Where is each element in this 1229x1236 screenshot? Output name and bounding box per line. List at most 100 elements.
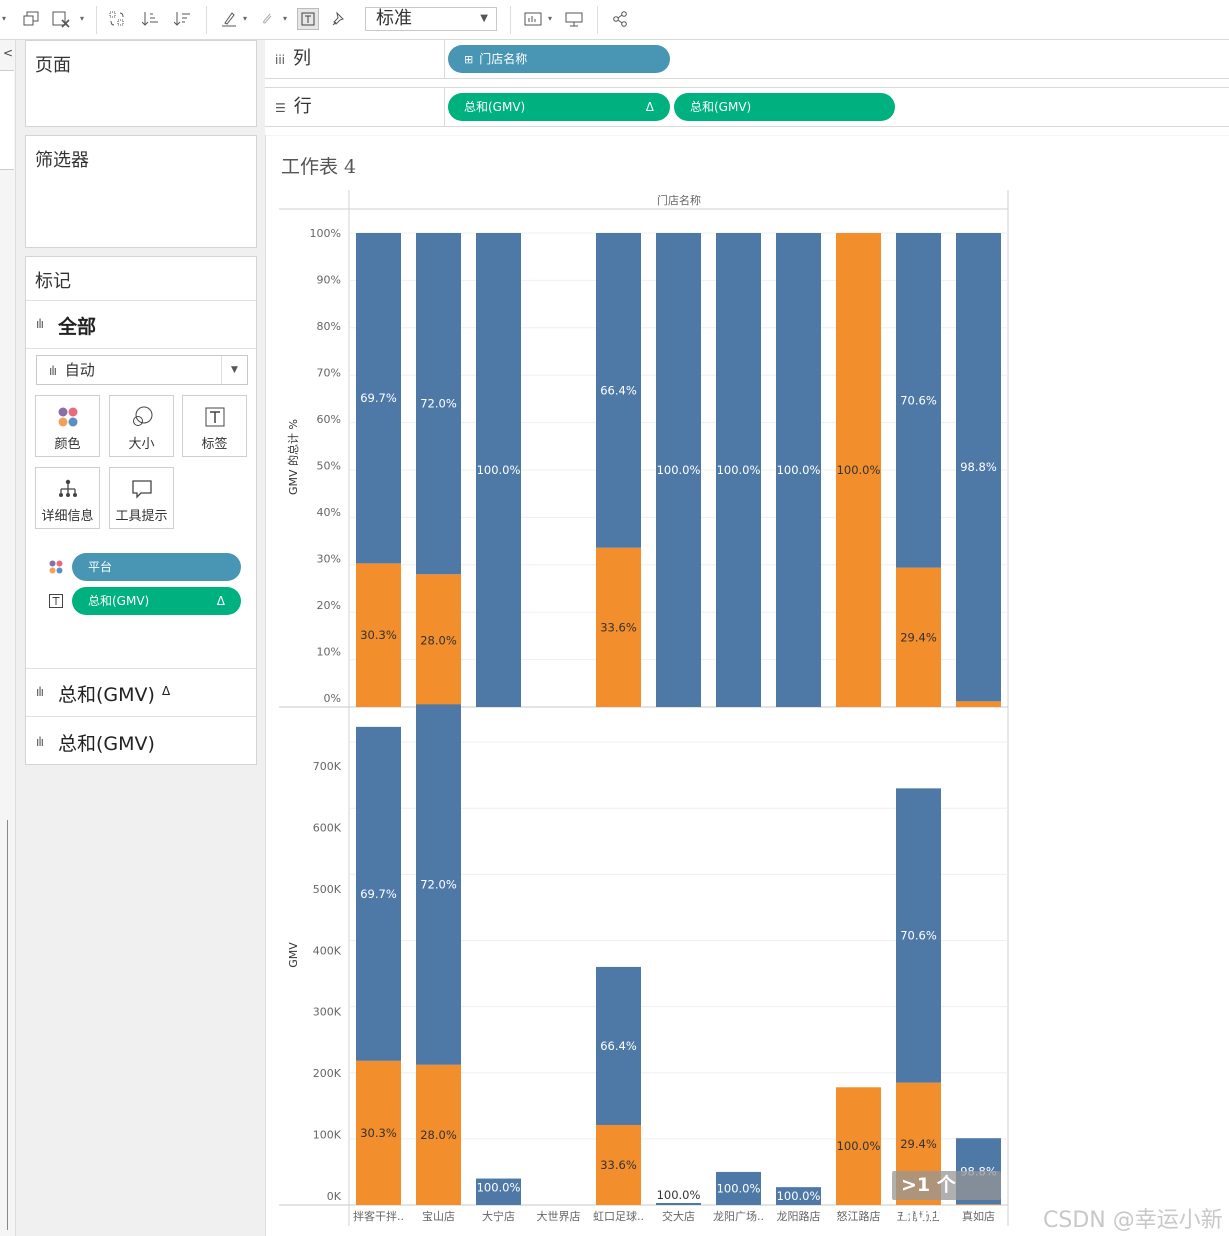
column-header: 门店名称: [657, 193, 701, 207]
sheet-title: 工作表 4: [281, 156, 357, 178]
delta-icon: Δ: [162, 684, 171, 698]
bar-segment[interactable]: [956, 701, 1001, 707]
data-label: 100.0%: [717, 1181, 761, 1195]
bar-segment[interactable]: [656, 1203, 701, 1205]
bar-segment[interactable]: [476, 233, 521, 707]
fit-icon[interactable]: [522, 8, 544, 30]
y-tick-label: 0K: [327, 1190, 342, 1203]
clear-sheet-icon[interactable]: [50, 8, 72, 30]
measure-label: 总和(GMV): [58, 684, 155, 706]
pages-card[interactable]: 页面: [25, 40, 257, 127]
dropdown-caret-icon[interactable]: ▾: [283, 14, 288, 23]
rows-shelf-label: ☰ 行: [265, 88, 445, 126]
bar-segment[interactable]: [596, 1124, 641, 1205]
bar-segment[interactable]: [416, 233, 461, 575]
marks-tab-all[interactable]: ılı 全部: [26, 300, 256, 348]
sort-descending-icon[interactable]: [171, 8, 193, 30]
bar-segment[interactable]: [716, 233, 761, 707]
x-category-label: 龙阳广场..: [713, 1209, 764, 1223]
bar-segment[interactable]: [476, 1178, 521, 1205]
bar-segment[interactable]: [836, 1087, 881, 1205]
bar-segment[interactable]: [416, 574, 461, 707]
bar-segment[interactable]: [896, 788, 941, 1083]
data-label: 66.4%: [600, 383, 637, 397]
expand-icon: ⊞: [464, 53, 474, 66]
dropdown-caret-icon[interactable]: ▾: [548, 14, 553, 23]
y-tick-label: 70%: [317, 367, 341, 380]
bar-segment[interactable]: [356, 233, 401, 564]
data-label: 100.0%: [477, 463, 521, 477]
measure-label: 总和(GMV): [58, 733, 155, 755]
color-button[interactable]: 颜色: [35, 395, 100, 457]
sort-ascending-icon[interactable]: [139, 8, 161, 30]
data-label: 98.8%: [960, 460, 997, 474]
marks-tab-gmv[interactable]: ılı 总和(GMV): [26, 716, 256, 765]
dropdown-caret-icon[interactable]: ▾: [243, 14, 248, 23]
bar-segment[interactable]: [776, 1187, 821, 1205]
highlight-icon[interactable]: [218, 8, 240, 30]
pin-icon[interactable]: [328, 8, 350, 30]
store-name-pill-label: 门店名称: [479, 52, 528, 66]
share-icon[interactable]: [609, 8, 631, 30]
gmv-delta-row-pill[interactable]: 总和(GMV) Δ: [448, 93, 670, 121]
y-tick-label: 100%: [310, 227, 341, 240]
swap-icon[interactable]: [106, 8, 128, 30]
label-button[interactable]: 标签: [182, 395, 247, 457]
marks-tab-gmv-delta[interactable]: ılı 总和(GMV) Δ: [26, 668, 256, 716]
x-category-label: 大宁店: [482, 1209, 515, 1223]
sheet-icon[interactable]: [20, 8, 42, 30]
data-label: 100.0%: [657, 1188, 701, 1202]
filters-card[interactable]: 筛选器: [25, 135, 257, 248]
chevron-down-icon[interactable]: ▼: [221, 356, 247, 384]
null-indicator[interactable]: >1 个 null: [892, 1171, 1001, 1225]
label-icon[interactable]: [297, 8, 319, 30]
bar-segment[interactable]: [596, 547, 641, 707]
bar-segment[interactable]: [596, 233, 641, 548]
detail-button[interactable]: 详细信息: [35, 467, 100, 529]
watermark: CSDN @幸运小新: [1043, 1208, 1223, 1233]
dropdown-caret-icon[interactable]: ▾: [80, 14, 85, 23]
x-category-label: 五角场店: [897, 1209, 941, 1223]
store-name-pill[interactable]: ⊞ 门店名称: [448, 45, 670, 73]
attach-icon[interactable]: [256, 8, 278, 30]
bar-segment[interactable]: [956, 233, 1001, 702]
size-button[interactable]: 大小: [109, 395, 174, 457]
label-button-label: 标签: [201, 437, 228, 452]
bar-segment[interactable]: [356, 1060, 401, 1205]
platform-color-pill[interactable]: 平台: [72, 553, 241, 581]
bar-segment[interactable]: [896, 233, 941, 568]
gmv-row-pill[interactable]: 总和(GMV): [674, 93, 895, 121]
y-tick-label: 20%: [317, 599, 341, 612]
bar-segment[interactable]: [776, 233, 821, 707]
mark-size-select[interactable]: 标准 ▼: [365, 7, 497, 31]
bar-segment[interactable]: [356, 726, 401, 1061]
collapse-arrow-icon[interactable]: <: [3, 46, 14, 60]
bar-segment[interactable]: [416, 1064, 461, 1205]
size-circles-icon: [110, 404, 173, 430]
bar-segment[interactable]: [716, 1171, 761, 1205]
bar-segment[interactable]: [656, 233, 701, 707]
y-tick-label: 100K: [313, 1129, 342, 1142]
bar-segment[interactable]: [416, 704, 461, 1065]
gmv-label-pill[interactable]: 总和(GMV) Δ: [72, 587, 241, 615]
presentation-icon[interactable]: [563, 8, 585, 30]
mark-type-select[interactable]: ılı 自动 ▼: [36, 355, 248, 385]
y-tick-label: 600K: [313, 821, 342, 834]
data-label: 69.7%: [360, 887, 397, 901]
columns-shelf-label: iii 列: [265, 40, 445, 78]
bar-chart-icon: ılı: [36, 735, 44, 749]
bar-segment[interactable]: [356, 563, 401, 707]
x-category-label: 怒江路店: [837, 1209, 881, 1223]
row-pill-label: 总和(GMV): [690, 100, 752, 114]
rows-shelf[interactable]: ☰ 行 总和(GMV) Δ 总和(GMV): [265, 87, 1229, 127]
detail-button-label: 详细信息: [41, 509, 94, 524]
bar-segment[interactable]: [596, 966, 641, 1125]
bar-segment[interactable]: [956, 1204, 1001, 1205]
tooltip-button[interactable]: 工具提示: [109, 467, 174, 529]
dropdown-caret-icon[interactable]: ▾: [2, 14, 7, 23]
bar-segment[interactable]: [836, 233, 881, 707]
columns-shelf[interactable]: iii 列 ⊞ 门店名称: [265, 39, 1229, 79]
bar-segment[interactable]: [896, 567, 941, 707]
y-tick-label: 0%: [324, 692, 341, 705]
